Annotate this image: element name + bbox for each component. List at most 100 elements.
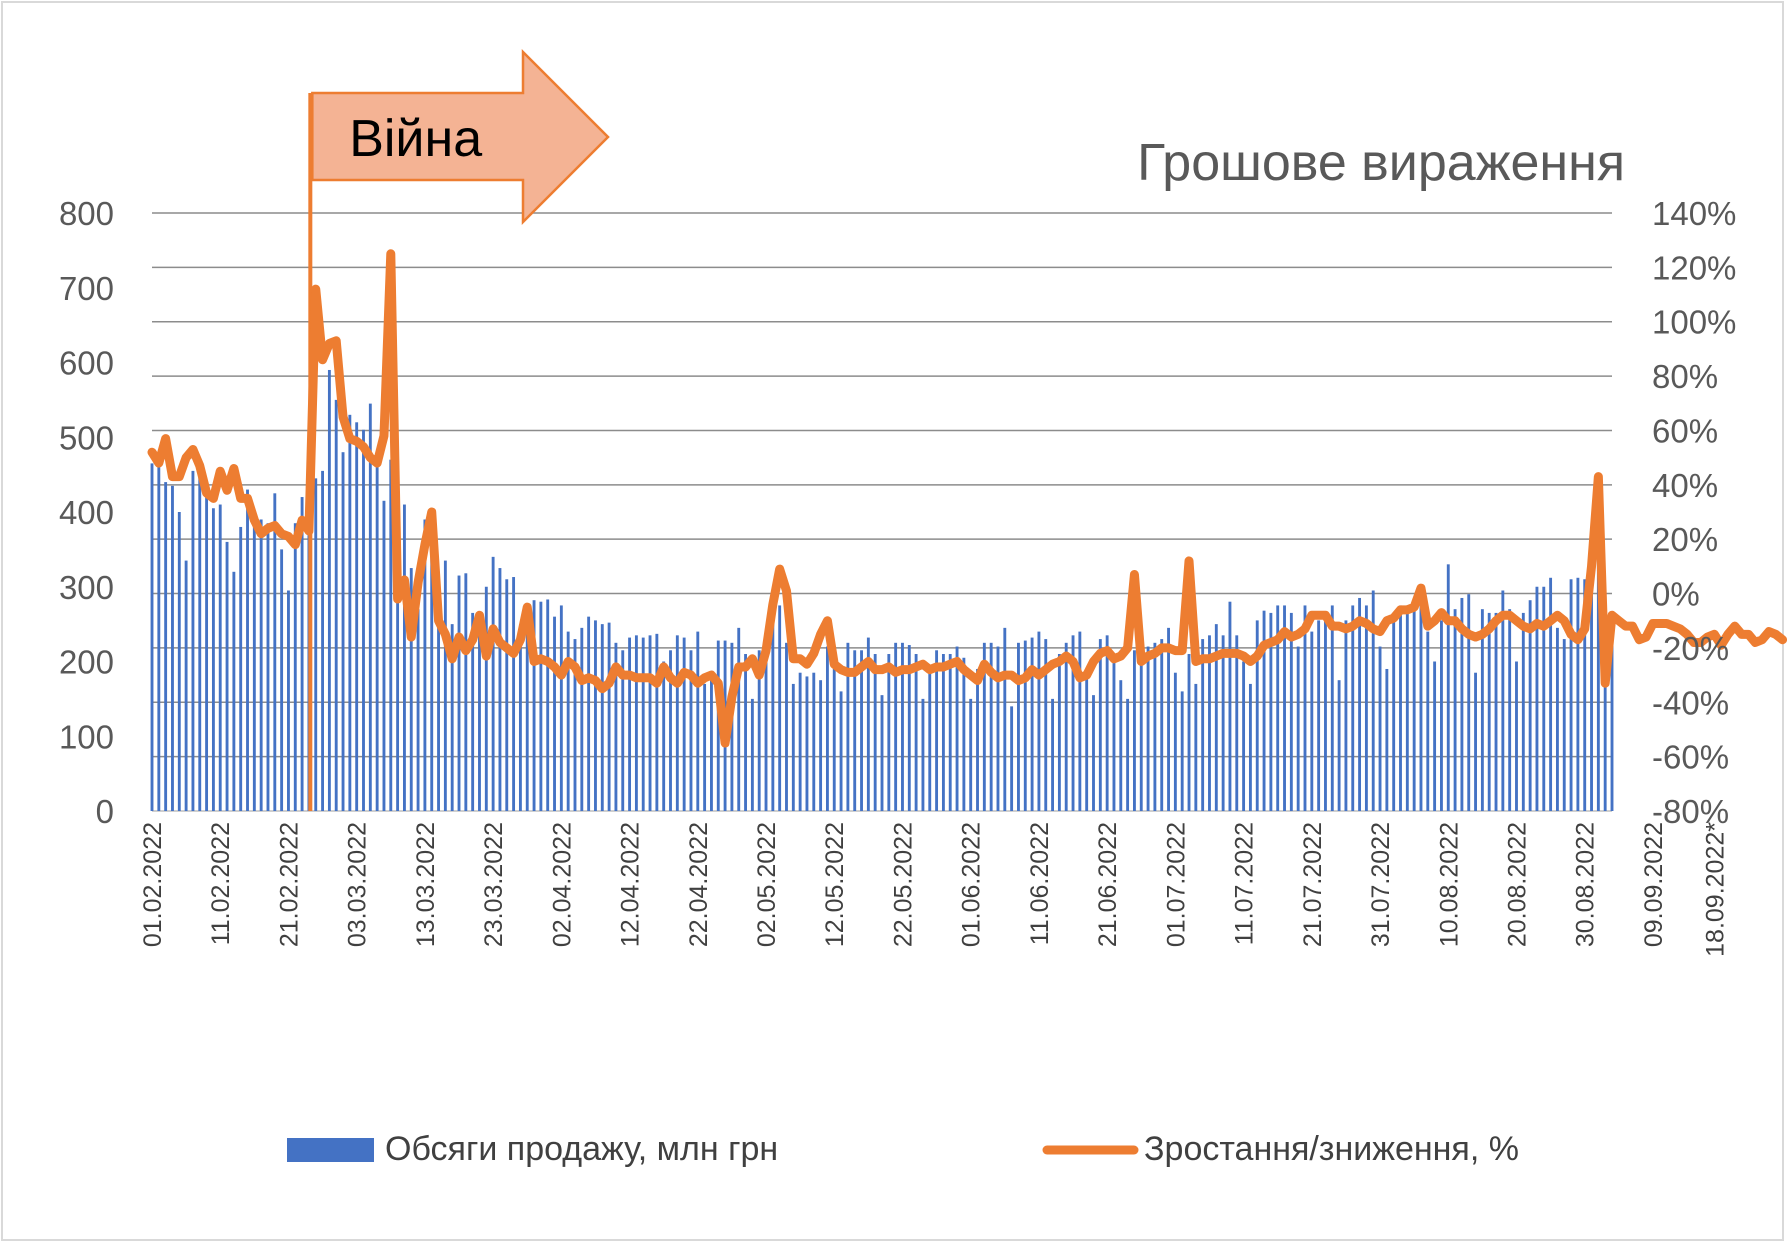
bar bbox=[382, 500, 386, 811]
bar bbox=[1364, 605, 1368, 811]
bar bbox=[157, 467, 161, 811]
right-tick-label: 40% bbox=[1652, 467, 1718, 504]
bar bbox=[464, 573, 468, 811]
bar bbox=[757, 650, 761, 811]
bar bbox=[866, 637, 870, 811]
bar bbox=[164, 482, 168, 811]
bar bbox=[901, 642, 904, 811]
legend-label-sales: Обсяги продажу, млн грн bbox=[385, 1130, 778, 1168]
bar bbox=[778, 605, 782, 811]
bar bbox=[928, 665, 932, 811]
bar bbox=[403, 504, 406, 811]
x-tick-label: 10.08.2022 bbox=[1435, 822, 1463, 947]
bar bbox=[1583, 579, 1587, 811]
bar bbox=[1392, 612, 1396, 811]
bar bbox=[1467, 594, 1471, 811]
bar bbox=[259, 519, 263, 811]
bar bbox=[314, 478, 318, 811]
x-tick-label: 21.06.2022 bbox=[1094, 822, 1122, 947]
bar bbox=[525, 609, 529, 811]
x-tick-label: 01.02.2022 bbox=[139, 822, 167, 947]
x-tick-label: 02.05.2022 bbox=[753, 822, 781, 947]
bar bbox=[1412, 601, 1416, 811]
bar bbox=[553, 616, 556, 811]
bar bbox=[1528, 600, 1532, 811]
bar bbox=[628, 637, 632, 811]
bar bbox=[471, 612, 475, 811]
bar bbox=[1426, 631, 1430, 811]
bar bbox=[976, 668, 979, 811]
bar bbox=[1576, 577, 1580, 811]
bar bbox=[1569, 579, 1573, 811]
bar bbox=[1385, 668, 1389, 811]
bar bbox=[832, 668, 836, 811]
bar bbox=[1187, 654, 1191, 811]
x-tick-label: 01.06.2022 bbox=[958, 822, 986, 947]
bar bbox=[491, 556, 495, 811]
left-tick-label: 600 bbox=[59, 345, 114, 382]
bar bbox=[710, 680, 713, 811]
left-tick-label: 300 bbox=[59, 569, 114, 606]
bar bbox=[1057, 654, 1061, 811]
bar bbox=[539, 601, 543, 811]
bar bbox=[239, 526, 243, 811]
right-axis-ticks: -80% -60% -40% -20% 0% 20% 40% 60% 80% 100% 120% 14… bbox=[1652, 195, 1736, 830]
bar bbox=[846, 642, 850, 811]
bar bbox=[1023, 640, 1027, 811]
bar bbox=[232, 571, 236, 811]
bar bbox=[1542, 586, 1546, 811]
bar bbox=[300, 497, 304, 811]
bar bbox=[532, 600, 536, 811]
left-axis-ticks: 0 100 200 300 400 500 600 700 800 bbox=[59, 195, 114, 830]
bar bbox=[362, 429, 365, 811]
bar bbox=[1535, 586, 1539, 811]
bar bbox=[1303, 605, 1307, 811]
bar bbox=[1337, 680, 1341, 811]
x-tick-label: 30.08.2022 bbox=[1572, 822, 1600, 947]
bar bbox=[266, 523, 270, 811]
bar bbox=[443, 560, 447, 811]
bar bbox=[430, 534, 434, 811]
bar bbox=[1228, 601, 1232, 811]
x-tick-label: 22.05.2022 bbox=[889, 822, 917, 947]
bar bbox=[819, 680, 823, 811]
bar bbox=[518, 624, 522, 812]
bar bbox=[1487, 612, 1491, 811]
bar bbox=[1399, 605, 1402, 811]
bar bbox=[894, 642, 898, 811]
bar bbox=[791, 683, 795, 811]
bar bbox=[1351, 605, 1355, 811]
bar bbox=[1098, 639, 1102, 811]
bar bbox=[327, 369, 331, 811]
bar bbox=[614, 642, 618, 811]
left-tick-label: 500 bbox=[59, 419, 114, 456]
right-tick-label: -60% bbox=[1652, 739, 1729, 776]
left-tick-label: 200 bbox=[59, 644, 114, 681]
bar bbox=[1242, 661, 1246, 811]
bar bbox=[1433, 661, 1437, 811]
left-tick-label: 800 bbox=[59, 195, 114, 232]
bar bbox=[955, 646, 959, 811]
left-tick-label: 700 bbox=[59, 270, 114, 307]
bar bbox=[839, 691, 843, 811]
bar bbox=[1590, 575, 1593, 811]
bar bbox=[1515, 661, 1518, 811]
x-tick-label: 31.07.2022 bbox=[1367, 822, 1395, 947]
x-tick-label: 02.04.2022 bbox=[548, 822, 576, 947]
bar bbox=[1521, 612, 1525, 811]
bar bbox=[860, 650, 863, 811]
x-tick-label: 11.07.2022 bbox=[1231, 822, 1259, 945]
bar bbox=[1160, 639, 1164, 811]
bar bbox=[982, 642, 986, 811]
bar bbox=[498, 568, 502, 811]
bar bbox=[1255, 620, 1259, 811]
bar bbox=[252, 512, 256, 811]
bar bbox=[280, 549, 284, 812]
bar bbox=[1064, 642, 1068, 811]
bar bbox=[1248, 683, 1252, 811]
war-annotation: Війна bbox=[308, 48, 610, 811]
bar bbox=[1119, 680, 1123, 811]
bar bbox=[1214, 624, 1218, 812]
x-tick-label: 03.03.2022 bbox=[344, 822, 372, 947]
